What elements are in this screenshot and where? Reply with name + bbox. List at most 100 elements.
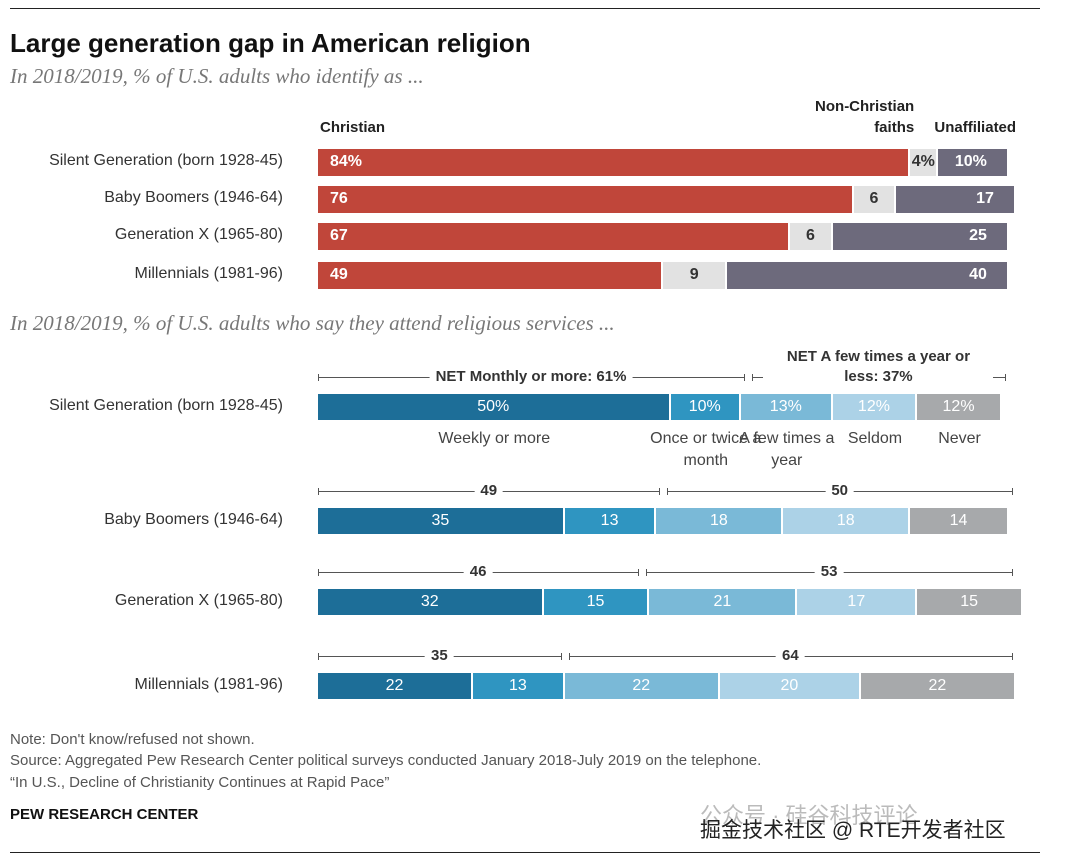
- bar-segment: [853, 185, 895, 213]
- value-label: 35: [431, 512, 450, 529]
- note: Source: Aggregated Pew Research Center p…: [10, 752, 762, 769]
- bar-segment: [318, 261, 662, 289]
- bar-segment: [726, 261, 1007, 289]
- value-label: 4%: [911, 153, 935, 170]
- bracket-end: [1011, 488, 1013, 495]
- value-label: 12%: [857, 398, 890, 415]
- bar-segment: [797, 589, 916, 615]
- net-label: 64: [776, 646, 805, 666]
- value-label: 13: [600, 512, 619, 529]
- bar-segment: [656, 508, 782, 534]
- bracket-end: [667, 488, 669, 495]
- row-label: Generation X (1965-80): [114, 226, 283, 243]
- bracket-end: [568, 653, 570, 660]
- bar-segment: [318, 185, 852, 213]
- legend-label: Once or twice a month: [650, 430, 762, 469]
- net-label: 35: [425, 646, 454, 666]
- bar-segment: [896, 185, 1014, 213]
- note: Note: Don't know/refused not shown.: [10, 731, 255, 748]
- legend-label: Unaffiliated: [934, 119, 1017, 136]
- bracket-end: [560, 653, 562, 660]
- value-label: 20: [780, 677, 799, 694]
- bar-segment: [938, 148, 1007, 176]
- subtitle: In 2018/2019, % of U.S. adults who ident…: [10, 64, 424, 88]
- value-label: 21: [713, 593, 732, 610]
- value-label: 18: [709, 512, 728, 529]
- net-label: 50: [825, 481, 855, 501]
- value-label: 76: [330, 190, 348, 207]
- legend-label: Seldom: [847, 430, 903, 447]
- legend-label: Non-Christian faiths: [815, 98, 915, 136]
- bracket-end: [752, 374, 754, 381]
- value-label: 15: [586, 593, 605, 610]
- bar-segment: [473, 673, 563, 699]
- value-label: 22: [928, 677, 947, 694]
- value-label: 17: [976, 190, 994, 207]
- bar-segment: [790, 222, 831, 250]
- bracket-end: [1011, 653, 1013, 660]
- bracket-end: [318, 488, 319, 495]
- bar-segment: [543, 589, 648, 615]
- value-label: 50%: [477, 398, 510, 415]
- legend-label: Christian: [320, 119, 386, 136]
- bracket-end: [659, 488, 661, 495]
- bar-segment: [318, 394, 669, 420]
- value-label: 6: [806, 227, 815, 244]
- net-label: NET Monthly or more: 61%: [429, 367, 633, 387]
- bar-segment: [318, 673, 472, 699]
- value-label: 10%: [688, 398, 721, 415]
- bar-segment: [917, 589, 1021, 615]
- value-label: 18: [836, 512, 855, 529]
- legend-label: Weekly or more: [438, 430, 551, 447]
- value-label: 49: [330, 266, 348, 283]
- net-label: NET A few times a year or less: 37%: [763, 347, 994, 387]
- value-label: 84%: [330, 153, 363, 170]
- bar-segment: [832, 394, 916, 420]
- subtitle: In 2018/2019, % of U.S. adults who say t…: [10, 311, 615, 335]
- value-label: 10%: [954, 153, 987, 170]
- value-label: 15: [960, 593, 979, 610]
- bar-segment: [832, 222, 1007, 250]
- value-label: 40: [969, 266, 987, 283]
- value-label: 25: [969, 227, 987, 244]
- bar-segment: [917, 394, 1000, 420]
- value-label: 17: [847, 593, 866, 610]
- legend-label: A few times a year: [739, 430, 835, 469]
- bracket-end: [318, 374, 319, 381]
- bar-segment: [783, 508, 909, 534]
- row-label: Baby Boomers (1946-64): [104, 511, 283, 528]
- bar-segment: [318, 508, 563, 534]
- watermark: 公众号 · 硅谷科技评论: [700, 803, 918, 828]
- bar-segment: [719, 673, 859, 699]
- bracket-end: [1011, 569, 1013, 576]
- bar-segment: [318, 222, 789, 250]
- bar-segment: [318, 589, 542, 615]
- value-label: 13%: [769, 398, 802, 415]
- net-label: 46: [463, 562, 493, 582]
- bar-segment: [318, 148, 909, 176]
- row-label: Generation X (1965-80): [114, 592, 283, 609]
- bracket-end: [638, 569, 640, 576]
- bracket-end: [318, 569, 319, 576]
- value-label: 13: [509, 677, 527, 694]
- net-label: 53: [814, 562, 844, 582]
- row-label: Baby Boomers (1946-64): [104, 189, 283, 206]
- watermark: 掘金技术社区 @ RTE开发者社区: [700, 819, 1006, 842]
- bar-segment: [670, 394, 739, 420]
- bracket-end: [646, 569, 648, 576]
- top-rule: [10, 8, 1040, 9]
- bar-segment: [910, 148, 937, 176]
- value-label: 22: [632, 677, 651, 694]
- bar-segment: [741, 394, 831, 420]
- bar-segment: [564, 508, 655, 534]
- bar-segment: [860, 673, 1014, 699]
- bar-segment: [910, 508, 1007, 534]
- row-label: Silent Generation (born 1928-45): [49, 152, 283, 169]
- note: “In U.S., Decline of Christianity Contin…: [10, 774, 390, 791]
- bar-segment: [564, 673, 718, 699]
- row-label: Millennials (1981-96): [134, 676, 283, 693]
- bar-segment: [649, 589, 796, 615]
- row-label: Millennials (1981-96): [134, 265, 283, 282]
- value-label: 6: [869, 190, 879, 207]
